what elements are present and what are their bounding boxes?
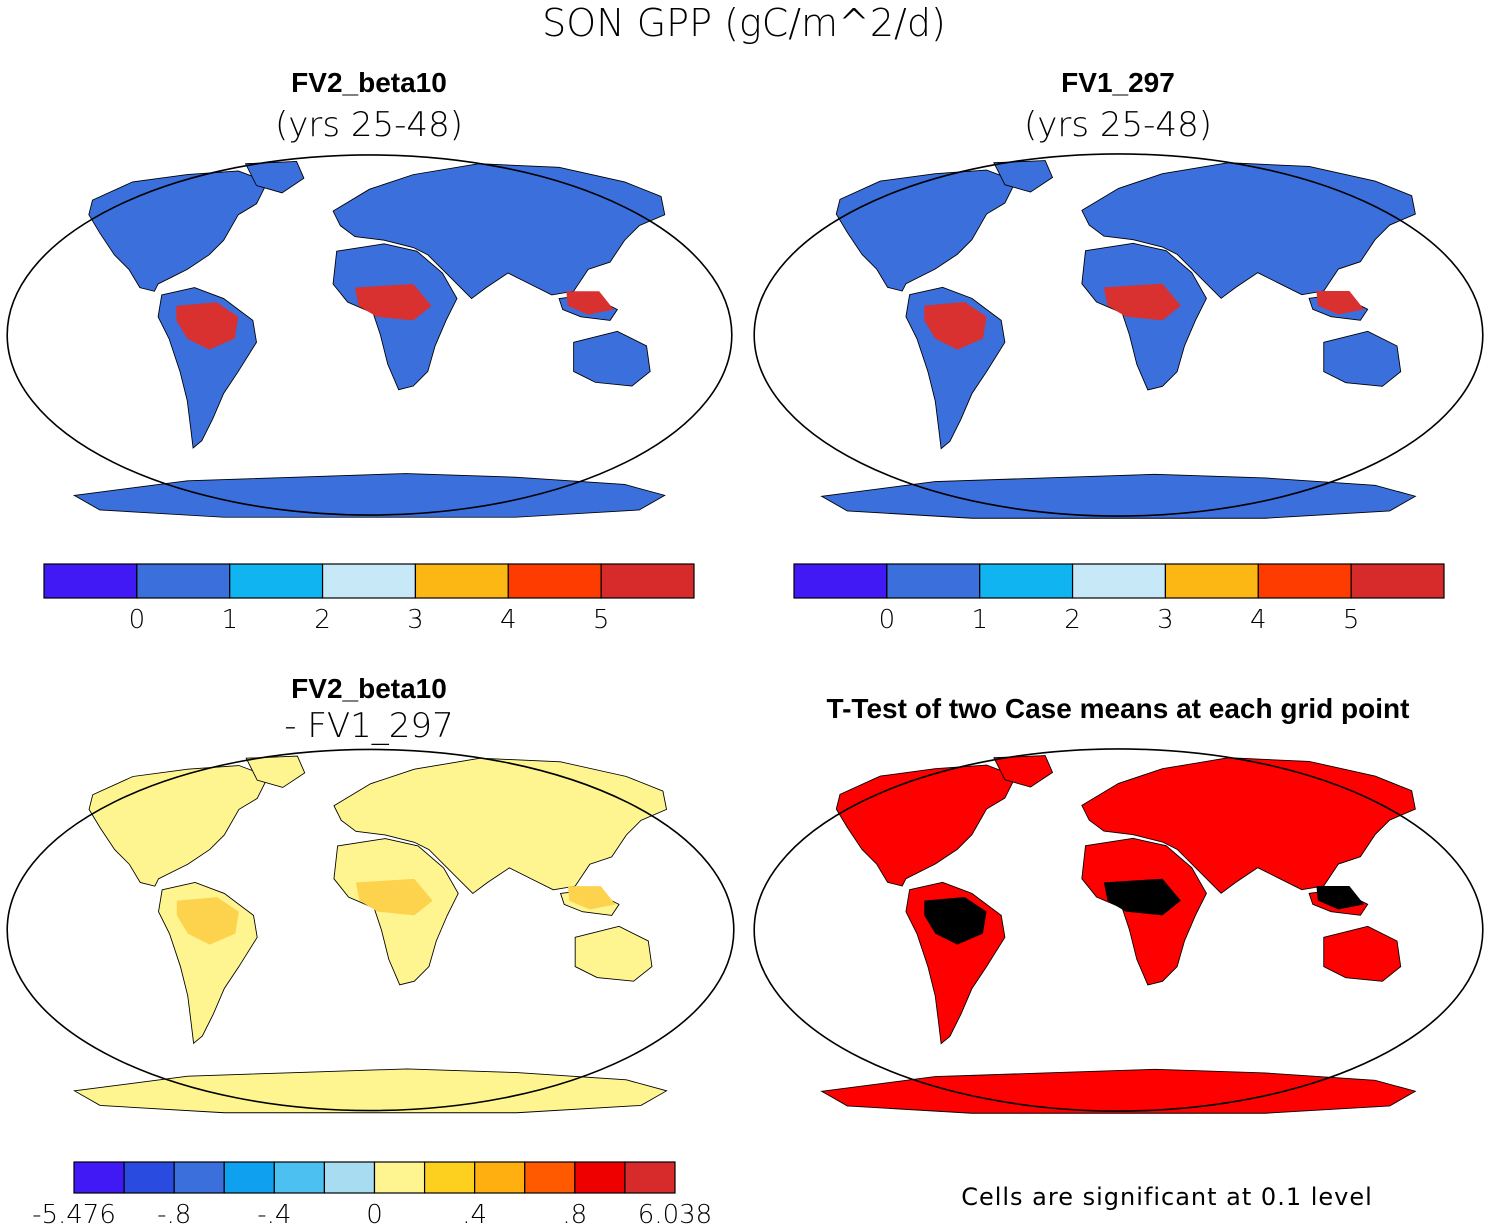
colorbar-swatch [323,1161,376,1194]
panel-diff: FV2_beta10 - FV1_297 -5.476 -.8 -.4 0 .4 .8 6.… [6,673,735,1227]
colorbar-swatch [1257,563,1352,599]
colorbar-tick-label: 6.038 [638,1200,712,1227]
colorbar-swatch [793,563,888,599]
colorbar-swatch [1164,563,1259,599]
colorbar-tick-label: .8 [562,1200,587,1227]
figure-title: SON GPP (gC/m^2/d) [542,1,946,45]
colorbar-swatch [524,1161,576,1194]
panel-fv1-subtitle: (yrs 25-48) [1024,105,1212,145]
colorbar-tick-label: 3 [1157,605,1174,635]
colorbar-tick-label: .4 [462,1200,487,1227]
colorbar-swatch [73,1161,125,1194]
colorbar-swatch [979,563,1074,599]
panel-fv1-title: FV1_297 [1061,67,1175,98]
colorbar-tick-label: 0 [366,1200,383,1227]
colorbar-tick-label: -.4 [257,1200,291,1227]
panel-fv2-subtitle: (yrs 25-48) [275,105,463,145]
colorbar-swatch [886,563,981,599]
panel-ttest-map [753,748,1484,1114]
colorbar-tick-label: 0 [879,605,896,635]
panel-diff-subtitle: - FV1_297 [284,706,453,746]
panel-diff-colorbar: -5.476 -.8 -.4 0 .4 .8 6.038 [32,1161,712,1227]
colorbar-swatch [1350,563,1445,599]
panel-fv2-title: FV2_beta10 [291,67,447,98]
colorbar-swatch [229,563,324,599]
colorbar-tick-label: 2 [1064,605,1081,635]
colorbar-tick-label: 4 [500,605,517,635]
colorbar-swatch [373,1161,426,1194]
colorbar-swatch [273,1161,326,1194]
colorbar-tick-label: 1 [221,605,238,635]
panel-ttest-title: T-Test of two Case means at each grid po… [827,693,1410,724]
colorbar-tick-label: -5.476 [32,1200,116,1227]
colorbar-swatch [624,1161,676,1194]
colorbar-swatch [574,1161,626,1194]
colorbar-tick-label: 5 [1343,605,1360,635]
colorbar-swatch [474,1161,526,1194]
panel-fv2-colorbar: 0 1 2 3 4 5 [43,563,695,635]
colorbar-tick-label: 5 [593,605,610,635]
colorbar-swatch [423,1161,476,1194]
colorbar-swatch [223,1161,275,1194]
panel-diff-title: FV2_beta10 [291,673,447,704]
colorbar-swatch [414,563,509,599]
colorbar-tick-label: 4 [1250,605,1267,635]
colorbar-swatch [43,563,138,599]
panel-fv1-map [753,153,1484,520]
panel-diff-map [6,748,735,1114]
colorbar-swatch [173,1161,225,1194]
colorbar-tick-label: 1 [971,605,988,635]
panel-fv1: FV1_297 (yrs 25-48) 0 1 2 3 4 5 [753,67,1484,635]
colorbar-swatch [123,1161,175,1194]
colorbar-tick-label: 3 [407,605,424,635]
panel-fv1-colorbar: 0 1 2 3 4 5 [793,563,1445,635]
panel-ttest-note: Cells are significant at 0.1 level [961,1183,1373,1211]
colorbar-swatch [321,563,417,599]
panel-fv2: FV2_beta10 (yrs 25-48) 0 1 2 3 4 5 [6,67,733,635]
colorbar-swatch [136,563,231,599]
colorbar-swatch [600,563,695,599]
colorbar-tick-label: 0 [129,605,146,635]
colorbar-swatch [1071,563,1167,599]
panel-fv2-map [6,154,733,519]
colorbar-tick-label: 2 [314,605,331,635]
colorbar-tick-label: -.8 [157,1200,191,1227]
colorbar-swatch [507,563,602,599]
panel-ttest: T-Test of two Case means at each grid po… [753,693,1484,1211]
